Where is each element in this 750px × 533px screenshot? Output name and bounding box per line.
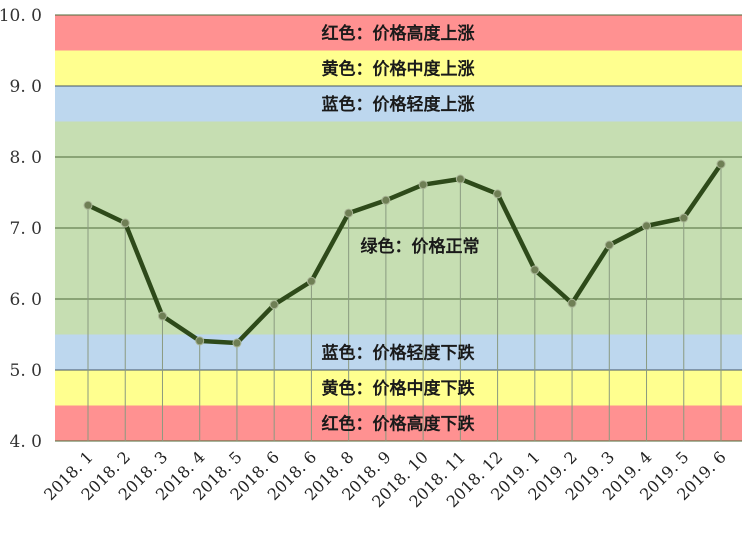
- y-tick-label: 10. 0: [0, 6, 42, 26]
- data-point-marker: [530, 265, 540, 275]
- data-point-marker: [567, 298, 577, 308]
- y-tick-label: 8. 0: [10, 148, 42, 168]
- band-1: [55, 50, 742, 86]
- band-label: 黄色：价格中度下跌: [322, 378, 476, 399]
- data-point-marker: [493, 189, 503, 199]
- data-point-marker: [642, 221, 652, 231]
- band-label: 红色：价格高度下跌: [322, 413, 476, 434]
- data-point-marker: [269, 300, 279, 310]
- data-point-marker: [418, 180, 428, 190]
- band-label: 蓝色：价格轻度上涨: [322, 94, 475, 115]
- data-point-marker: [306, 276, 316, 286]
- data-point-marker: [195, 336, 205, 346]
- data-point-marker: [157, 311, 167, 321]
- band-4: [55, 334, 742, 370]
- vertical-drop-lines: [87, 164, 722, 441]
- band-6: [55, 405, 742, 441]
- data-point-marker: [232, 338, 242, 348]
- band-label: 绿色：价格正常: [361, 236, 480, 257]
- y-tick-label: 6. 0: [10, 290, 42, 310]
- data-point-marker: [120, 218, 130, 228]
- band-label: 黄色：价格中度上涨: [322, 58, 475, 79]
- data-point-marker: [344, 208, 354, 218]
- price-line: [87, 162, 723, 346]
- data-point-marker: [716, 159, 726, 169]
- data-point-marker: [604, 240, 614, 250]
- band-label: 红色：价格高度上涨: [322, 23, 475, 44]
- data-point-marker: [679, 213, 689, 223]
- data-point-marker: [455, 174, 465, 184]
- y-tick-label: 4. 0: [10, 432, 42, 452]
- band-5: [55, 370, 742, 406]
- price-series: [83, 159, 726, 348]
- y-tick-label: 7. 0: [10, 219, 42, 239]
- band-0: [55, 15, 742, 51]
- data-point-marker: [381, 195, 391, 205]
- band-label: 蓝色：价格轻度下跌: [322, 342, 476, 363]
- band-2: [55, 86, 742, 122]
- band-labels: 红色：价格高度上涨黄色：价格中度上涨蓝色：价格轻度上涨绿色：价格正常蓝色：价格轻…: [322, 23, 480, 435]
- data-point-marker: [83, 200, 93, 210]
- y-axis-ticks: 4. 0 5. 0 6. 0 7. 0 8. 0 9. 0 10. 0: [0, 6, 42, 452]
- y-tick-label: 9. 0: [10, 77, 42, 97]
- horizontal-gridlines: [55, 14, 742, 442]
- y-tick-label: 5. 0: [10, 361, 42, 381]
